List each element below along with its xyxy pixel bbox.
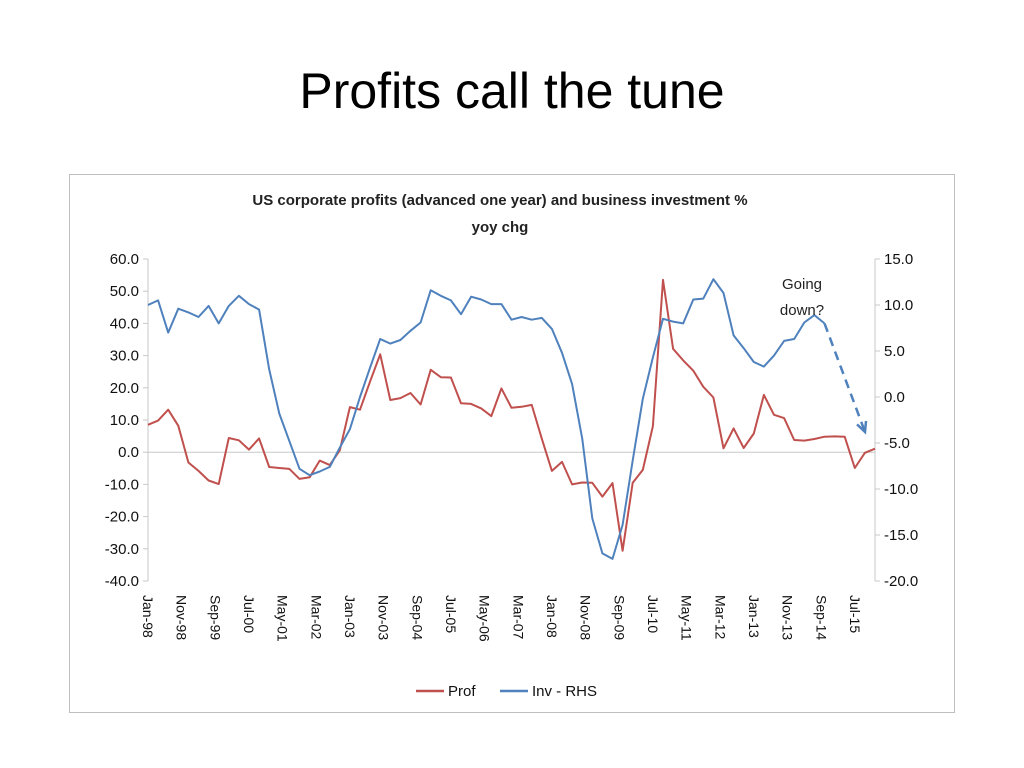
x-tick-label: Nov-98 — [174, 595, 190, 640]
right-tick-label: 5.0 — [884, 343, 905, 360]
forecast-arrowhead — [856, 420, 868, 435]
x-tick-label: Jul-10 — [645, 595, 661, 633]
left-tick-label: -20.0 — [105, 509, 139, 526]
right-tick-label: 0.0 — [884, 389, 905, 406]
left-tick-label: 50.0 — [110, 283, 139, 300]
left-tick-label: -40.0 — [105, 573, 139, 590]
right-tick-label: 15.0 — [884, 251, 913, 268]
left-tick-label: 30.0 — [110, 348, 139, 365]
x-tick-label: May-06 — [477, 595, 493, 642]
x-tick-label: Jan-13 — [746, 595, 762, 638]
x-tick-label: May-11 — [679, 595, 695, 641]
left-tick-label: 20.0 — [110, 380, 139, 397]
annotation-going: Going — [782, 276, 822, 293]
chart-title-line-1: US corporate profits (advanced one year)… — [252, 192, 747, 209]
chart-frame: US corporate profits (advanced one year)… — [69, 174, 955, 713]
x-tick-label: Nov-08 — [578, 595, 594, 640]
x-tick-label: May-01 — [275, 595, 291, 642]
series-line-inv — [147, 278, 826, 560]
forecast-dashed-line — [823, 322, 867, 433]
x-tick-label: Jan-03 — [342, 595, 358, 638]
x-tick-label: Sep-14 — [813, 595, 829, 640]
right-tick-label: -20.0 — [884, 573, 918, 590]
legend-label-inv: Inv - RHS — [532, 683, 597, 700]
x-tick-label: Jan-98 — [140, 595, 156, 638]
left-tick-label: 0.0 — [118, 444, 139, 461]
slide-title: Profits call the tune — [299, 63, 725, 119]
chart-legend: Prof Inv - RHS — [416, 683, 597, 700]
annotation-down: down? — [780, 302, 824, 319]
x-tick-label: Sep-09 — [611, 595, 627, 640]
legend-label-prof: Prof — [448, 683, 476, 700]
left-tick-label: -10.0 — [105, 476, 139, 493]
right-tick-label: -15.0 — [884, 527, 918, 544]
x-tick-label: Mar-07 — [510, 595, 526, 640]
x-tick-label: Mar-12 — [712, 595, 728, 640]
series-line-prof — [147, 278, 876, 552]
x-tick-label: Jul-00 — [241, 595, 257, 633]
left-tick-label: 40.0 — [110, 315, 139, 332]
right-tick-label: 10.0 — [884, 297, 913, 314]
x-tick-label: Sep-99 — [207, 595, 223, 640]
x-tick-label: Jul-15 — [847, 595, 863, 633]
left-tick-label: -30.0 — [105, 541, 139, 558]
right-tick-label: -10.0 — [884, 481, 918, 498]
x-tick-label: Nov-03 — [376, 595, 392, 640]
right-tick-label: -5.0 — [884, 435, 910, 452]
x-tick-label: Jul-05 — [443, 595, 459, 633]
x-tick-label: Mar-02 — [308, 595, 324, 640]
x-tick-label: Sep-04 — [409, 595, 425, 640]
chart-title-line-2: yoy chg — [472, 219, 529, 236]
x-tick-label: Nov-13 — [780, 595, 796, 640]
x-tick-label: Jan-08 — [544, 595, 560, 638]
chart-svg: US corporate profits (advanced one year)… — [105, 192, 918, 700]
left-tick-label: 10.0 — [110, 412, 139, 429]
left-tick-label: 60.0 — [110, 251, 139, 268]
